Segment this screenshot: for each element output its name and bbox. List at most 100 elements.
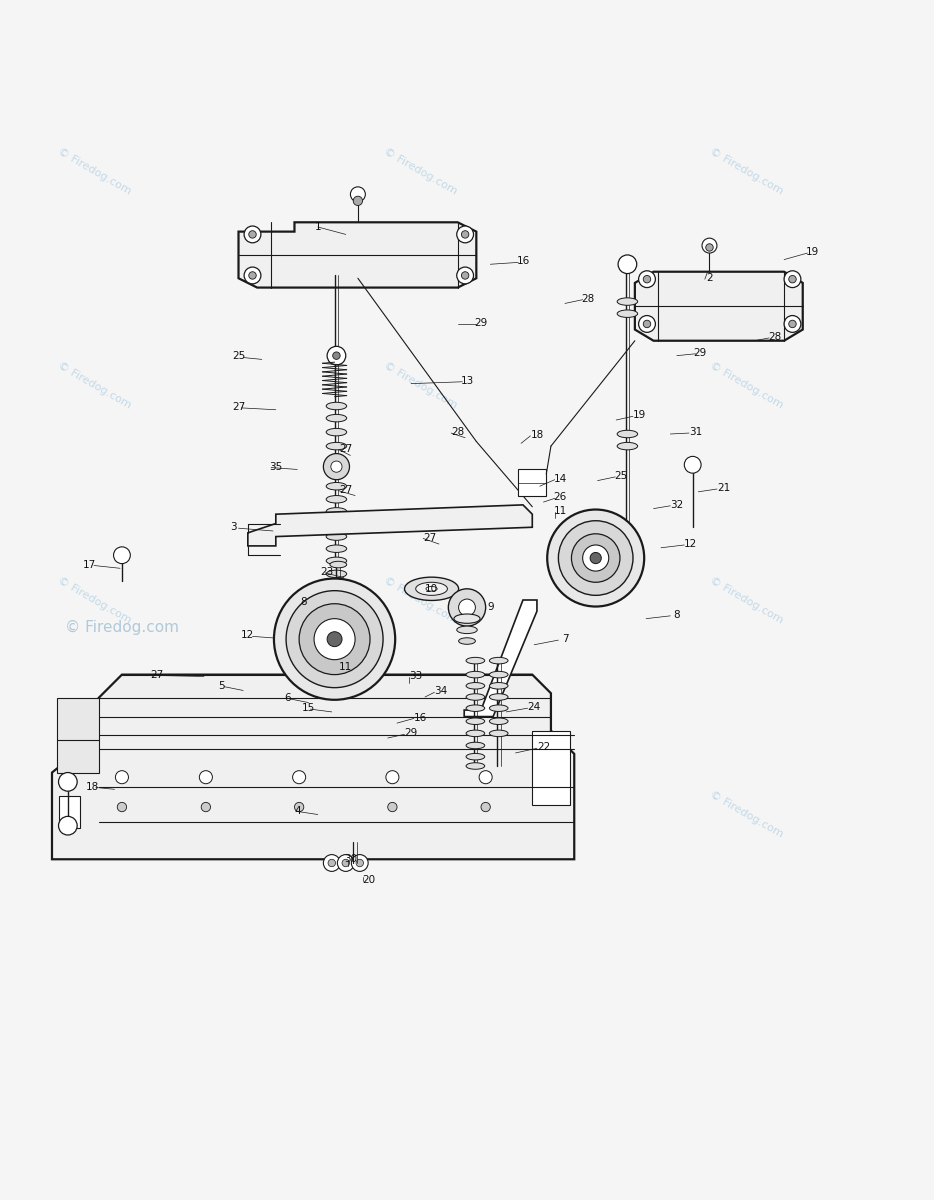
- Ellipse shape: [330, 596, 347, 604]
- Ellipse shape: [416, 582, 447, 595]
- Circle shape: [327, 631, 342, 647]
- Text: 24: 24: [528, 702, 541, 713]
- Text: 35: 35: [269, 462, 282, 472]
- Circle shape: [59, 816, 78, 835]
- Polygon shape: [464, 600, 537, 716]
- Circle shape: [333, 352, 340, 359]
- Text: 8: 8: [301, 596, 307, 607]
- Ellipse shape: [326, 443, 347, 450]
- Circle shape: [457, 226, 474, 242]
- Text: 12: 12: [685, 539, 698, 550]
- Text: 28: 28: [768, 332, 782, 342]
- Circle shape: [356, 859, 363, 866]
- Circle shape: [201, 803, 210, 811]
- Circle shape: [244, 268, 261, 284]
- Circle shape: [788, 276, 796, 283]
- Circle shape: [342, 859, 349, 866]
- Ellipse shape: [333, 686, 344, 691]
- Text: 28: 28: [451, 427, 464, 437]
- Ellipse shape: [326, 482, 347, 490]
- Text: © Firedog.com: © Firedog.com: [708, 790, 785, 840]
- Text: 22: 22: [537, 743, 550, 752]
- Ellipse shape: [326, 557, 347, 564]
- Ellipse shape: [617, 310, 638, 318]
- Ellipse shape: [326, 456, 347, 464]
- Text: 27: 27: [150, 670, 164, 679]
- Bar: [57, 698, 99, 773]
- Text: © Firedog.com: © Firedog.com: [708, 575, 785, 625]
- Circle shape: [685, 456, 701, 473]
- Text: 16: 16: [517, 257, 530, 266]
- Text: 7: 7: [561, 634, 568, 644]
- Circle shape: [644, 276, 651, 283]
- Circle shape: [350, 187, 365, 202]
- Text: 2: 2: [706, 274, 713, 283]
- Text: © Firedog.com: © Firedog.com: [55, 146, 133, 196]
- Text: 1: 1: [315, 222, 321, 232]
- Circle shape: [294, 803, 304, 811]
- Ellipse shape: [459, 637, 475, 644]
- Ellipse shape: [326, 414, 347, 422]
- Text: 33: 33: [409, 672, 422, 682]
- Text: 9: 9: [487, 602, 494, 612]
- Text: 30: 30: [344, 854, 357, 864]
- Text: 17: 17: [83, 559, 96, 570]
- Ellipse shape: [489, 730, 508, 737]
- Circle shape: [248, 230, 256, 238]
- Ellipse shape: [330, 562, 347, 568]
- Text: 16: 16: [414, 713, 427, 722]
- Circle shape: [331, 461, 342, 473]
- Text: 6: 6: [285, 692, 291, 703]
- Text: 13: 13: [460, 376, 474, 386]
- Ellipse shape: [326, 662, 350, 672]
- Circle shape: [457, 268, 474, 284]
- Circle shape: [559, 521, 633, 595]
- Circle shape: [314, 619, 355, 660]
- Ellipse shape: [466, 754, 485, 760]
- Circle shape: [118, 803, 127, 811]
- Ellipse shape: [489, 683, 508, 689]
- Circle shape: [244, 226, 261, 242]
- Text: 4: 4: [294, 805, 301, 816]
- Circle shape: [784, 316, 800, 332]
- Circle shape: [644, 320, 651, 328]
- Polygon shape: [518, 469, 546, 496]
- Circle shape: [618, 254, 637, 274]
- Ellipse shape: [466, 763, 485, 769]
- Text: © Firedog.com: © Firedog.com: [382, 575, 459, 625]
- Text: 26: 26: [554, 492, 567, 503]
- Circle shape: [274, 578, 395, 700]
- Bar: [532, 731, 570, 805]
- Ellipse shape: [489, 671, 508, 678]
- Ellipse shape: [326, 468, 347, 476]
- Text: © Firedog.com: © Firedog.com: [55, 575, 133, 625]
- Circle shape: [327, 347, 346, 365]
- Ellipse shape: [326, 496, 347, 503]
- Polygon shape: [52, 674, 574, 859]
- Text: 25: 25: [232, 350, 245, 361]
- Ellipse shape: [489, 718, 508, 725]
- Text: © Firedog.com: © Firedog.com: [65, 620, 179, 636]
- Circle shape: [590, 552, 601, 564]
- Text: 27: 27: [339, 444, 352, 454]
- Circle shape: [323, 454, 349, 480]
- Circle shape: [481, 803, 490, 811]
- Text: 23: 23: [320, 568, 333, 577]
- Text: 19: 19: [633, 410, 646, 420]
- Circle shape: [299, 604, 370, 674]
- Text: 18: 18: [531, 430, 544, 440]
- Text: 29: 29: [474, 318, 488, 328]
- Circle shape: [448, 589, 486, 626]
- Ellipse shape: [404, 577, 459, 600]
- Circle shape: [59, 773, 78, 791]
- Ellipse shape: [617, 431, 638, 438]
- Ellipse shape: [333, 667, 344, 672]
- Ellipse shape: [326, 508, 347, 515]
- Circle shape: [461, 271, 469, 280]
- Circle shape: [461, 230, 469, 238]
- Ellipse shape: [489, 704, 508, 712]
- Ellipse shape: [466, 658, 485, 664]
- Ellipse shape: [466, 683, 485, 689]
- Text: 29: 29: [404, 728, 417, 738]
- Circle shape: [286, 590, 383, 688]
